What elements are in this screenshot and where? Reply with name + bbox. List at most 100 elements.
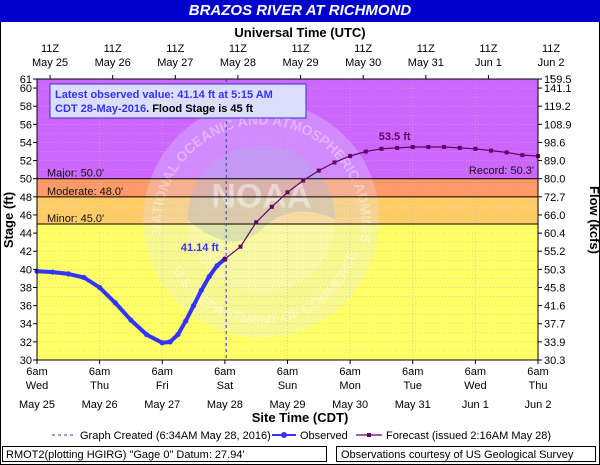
forecast-point — [442, 144, 447, 149]
forecast-point — [301, 178, 306, 183]
utc-tick-hour: 11Z — [354, 43, 372, 55]
latest-observation-line2: CDT 28-May-2016. Flood Stage is 45 ft — [55, 103, 253, 115]
stage-tick-label: 30 — [20, 355, 32, 367]
flow-tick-label: 55.2 — [544, 246, 565, 258]
local-tick-day: Mon — [339, 380, 360, 392]
flood-label-minor: Minor: 45.0' — [47, 213, 104, 225]
flow-tick-label: 119.2 — [544, 101, 571, 113]
forecast-point — [520, 153, 525, 158]
forecast-point — [395, 145, 400, 150]
flow-tick-label: 141.1 — [544, 83, 572, 95]
forecast-point — [504, 150, 509, 155]
utc-tick-hour: 11Z — [104, 43, 122, 55]
stage-tick-label: 60 — [20, 83, 32, 95]
local-tick-day: Sun — [278, 380, 298, 392]
forecast-point — [332, 160, 337, 165]
flow-tick-label: 37.7 — [544, 319, 565, 331]
forecast-point — [285, 190, 290, 195]
utc-tick-date: Jun 2 — [538, 57, 565, 69]
flow-tick-label: 80.0 — [544, 174, 565, 186]
forecast-point — [489, 148, 494, 153]
flood-label-moderate: Moderate: 48.0' — [47, 186, 123, 198]
observed-point — [167, 339, 173, 345]
utc-tick-date: May 30 — [345, 57, 381, 69]
stage-tick-label: 56 — [20, 119, 32, 131]
utc-tick-hour: 11Z — [166, 43, 184, 55]
stage-tick-label: 38 — [20, 282, 32, 294]
flow-tick-label: 50.3 — [544, 264, 565, 276]
observations-credit: Observations courtesy of US Geological S… — [336, 446, 596, 462]
local-tick-hour: 6am — [465, 366, 486, 378]
stage-tick-label: 54 — [20, 137, 32, 149]
observed-point — [175, 332, 181, 338]
stage-tick-label: 32 — [20, 337, 32, 349]
observed-value-label: 41.14 ft — [181, 242, 219, 254]
local-tick-date: May 26 — [82, 399, 118, 411]
stage-tick-label: 34 — [20, 319, 32, 331]
local-tick-date: May 28 — [207, 399, 243, 411]
observed-point — [183, 318, 189, 324]
observed-point — [143, 332, 150, 338]
forecast-point — [426, 144, 431, 149]
latest-observation-box — [49, 83, 307, 119]
observed-point — [65, 271, 71, 277]
flow-tick-label: 89.0 — [544, 156, 565, 168]
local-tick-day: Wed — [26, 380, 48, 392]
legend-forecast-marker — [367, 433, 371, 437]
legend-graph-created-label: Graph Created (6:34AM May 28, 2016) — [80, 430, 271, 442]
forecast-point — [473, 146, 478, 151]
stage-tick-label: 58 — [20, 101, 32, 113]
flood-label-major: Major: 50.0' — [47, 168, 104, 180]
observed-point — [50, 269, 56, 275]
local-tick-day: Wed — [464, 380, 486, 392]
local-tick-hour: 6am — [89, 366, 110, 378]
utc-tick-date: May 28 — [220, 57, 256, 69]
utc-tick-hour: 11Z — [41, 43, 59, 55]
observed-point — [214, 263, 220, 269]
utc-tick-hour: 11Z — [542, 43, 560, 55]
local-tick-hour: 6am — [214, 366, 235, 378]
forecast-point — [379, 146, 384, 151]
observed-point — [81, 274, 87, 281]
local-tick-hour: 6am — [339, 366, 360, 378]
utc-tick-date: Jun 1 — [475, 57, 502, 69]
forecast-point — [363, 149, 368, 154]
observed-point — [97, 284, 103, 291]
forecast-point — [238, 244, 243, 249]
stage-tick-label: 46 — [20, 210, 32, 222]
local-tick-day: Fri — [156, 380, 169, 392]
legend-observed-label: Observed — [300, 430, 348, 442]
local-tick-date: May 25 — [19, 399, 55, 411]
flood-stage-note: . Flood Stage is 45 ft — [146, 103, 253, 115]
forecast-point — [269, 204, 274, 209]
utc-tick-date: May 27 — [157, 57, 193, 69]
local-tick-day: Thu — [529, 380, 548, 392]
stage-tick-label: 61 — [20, 74, 32, 86]
top-axis-title: Universal Time (UTC) — [234, 25, 365, 40]
utc-tick-hour: 11Z — [229, 43, 247, 55]
crest-value-label: 53.5 ft — [379, 131, 411, 143]
forecast-point — [410, 144, 415, 149]
stage-tick-label: 40 — [20, 264, 32, 276]
flow-tick-label: 41.6 — [544, 301, 565, 313]
local-tick-day: Thu — [90, 380, 109, 392]
local-tick-hour: 6am — [26, 366, 47, 378]
left-axis-title: Stage (ft) — [1, 192, 16, 248]
utc-tick-hour: 11Z — [479, 43, 497, 55]
flow-tick-label: 72.7 — [544, 192, 565, 204]
local-tick-hour: 6am — [527, 366, 548, 378]
forecast-point — [348, 154, 353, 159]
forecast-point — [222, 257, 227, 262]
stage-tick-label: 48 — [20, 192, 32, 204]
right-axis-title: Flow (kcfs) — [587, 186, 600, 254]
observed-point — [159, 340, 165, 346]
forecast-point — [254, 220, 259, 225]
bottom-axis-title: Site Time (CDT) — [252, 410, 349, 425]
local-tick-date: May 27 — [144, 399, 180, 411]
local-tick-date: Jun 1 — [462, 399, 489, 411]
local-tick-date: May 29 — [269, 399, 305, 411]
observed-point — [128, 317, 134, 323]
legend-observed-marker — [281, 432, 287, 438]
local-tick-day: Sat — [217, 380, 234, 392]
